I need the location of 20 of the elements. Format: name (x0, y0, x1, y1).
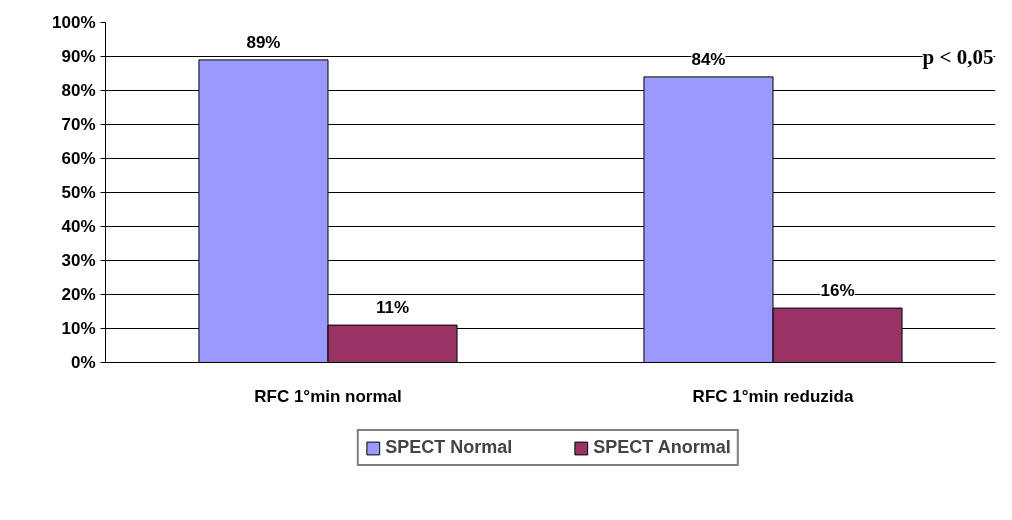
y-tick-label: 10% (61, 319, 96, 338)
x-tick-label: RFC 1°min normal (254, 386, 402, 406)
y-tick-label: 40% (61, 217, 96, 236)
annotation: p < 0,05 (922, 44, 994, 69)
legend-label: SPECT Normal (385, 437, 513, 458)
y-tick-label: 30% (61, 251, 96, 270)
y-tick-label: 0% (70, 353, 96, 372)
y-tick-label: 80% (61, 81, 96, 100)
y-tick-label: 70% (61, 115, 96, 134)
data-label: 11% (375, 298, 410, 318)
y-tick-label: 50% (61, 183, 96, 202)
y-tick-label: 20% (61, 285, 96, 304)
y-tick-label: 60% (61, 149, 96, 168)
x-tick-label: RFC 1°min reduzida (692, 386, 854, 406)
data-label: 84% (691, 49, 726, 69)
legend-label: SPECT Anormal (593, 437, 731, 458)
data-label: 89% (246, 32, 281, 52)
data-label: 16% (820, 281, 855, 301)
y-tick-label: 100% (52, 13, 96, 32)
y-tick-label: 90% (61, 47, 96, 66)
